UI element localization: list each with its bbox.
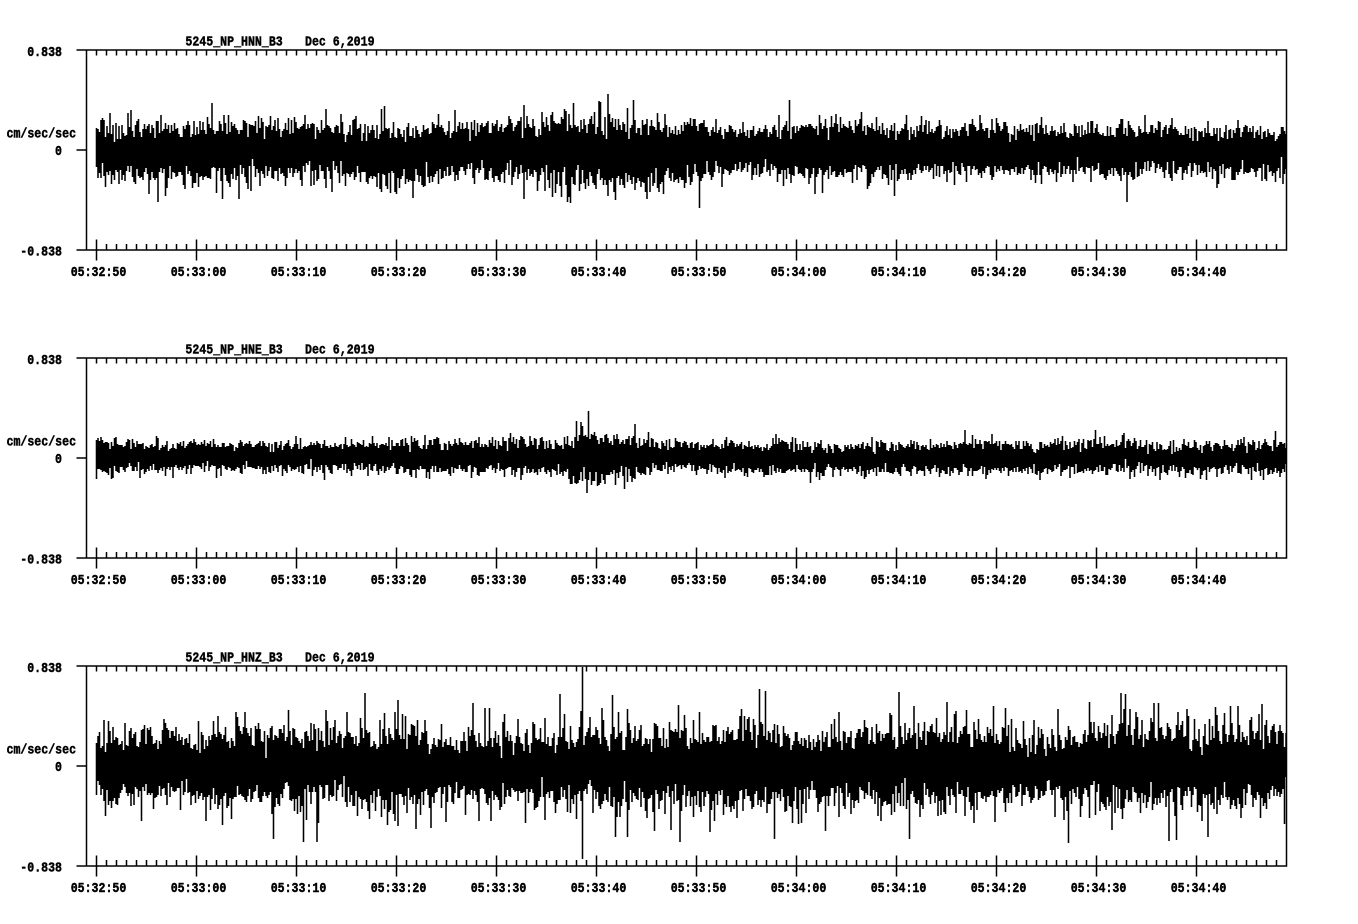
svg-text:0: 0 [55, 451, 62, 467]
svg-text:05:33:00: 05:33:00 [171, 572, 227, 588]
svg-text:0.838: 0.838 [27, 660, 62, 676]
svg-text:0.838: 0.838 [27, 352, 62, 368]
svg-text:05:34:40: 05:34:40 [1171, 880, 1227, 896]
svg-text:05:33:10: 05:33:10 [271, 880, 327, 896]
svg-text:-0.838: -0.838 [20, 859, 62, 875]
svg-text:05:33:50: 05:33:50 [671, 264, 727, 280]
svg-text:05:34:00: 05:34:00 [771, 264, 827, 280]
svg-text:cm/sec/sec: cm/sec/sec [7, 741, 77, 757]
svg-text:05:34:00: 05:34:00 [771, 572, 827, 588]
svg-text:5245_NP_HNN_B3: 5245_NP_HNN_B3 [185, 33, 283, 49]
svg-text:05:34:30: 05:34:30 [1071, 880, 1127, 896]
svg-text:cm/sec/sec: cm/sec/sec [7, 125, 77, 141]
svg-text:0: 0 [55, 759, 62, 775]
svg-text:05:34:30: 05:34:30 [1071, 264, 1127, 280]
svg-text:05:34:30: 05:34:30 [1071, 572, 1127, 588]
svg-text:0.838: 0.838 [27, 44, 62, 60]
svg-text:5245_NP_HNZ_B3: 5245_NP_HNZ_B3 [185, 649, 283, 665]
svg-text:-0.838: -0.838 [20, 551, 62, 567]
svg-text:05:33:30: 05:33:30 [471, 572, 527, 588]
svg-text:Dec 6,2019: Dec 6,2019 [305, 341, 375, 357]
svg-text:05:33:40: 05:33:40 [571, 572, 627, 588]
svg-text:05:33:00: 05:33:00 [171, 264, 227, 280]
svg-text:05:34:00: 05:34:00 [771, 880, 827, 896]
svg-text:05:34:20: 05:34:20 [971, 572, 1027, 588]
svg-text:05:33:20: 05:33:20 [371, 572, 427, 588]
svg-text:05:33:00: 05:33:00 [171, 880, 227, 896]
svg-text:05:33:30: 05:33:30 [471, 264, 527, 280]
svg-text:05:33:20: 05:33:20 [371, 880, 427, 896]
svg-text:05:33:50: 05:33:50 [671, 880, 727, 896]
svg-text:05:33:10: 05:33:10 [271, 264, 327, 280]
svg-text:05:33:10: 05:33:10 [271, 572, 327, 588]
svg-text:05:34:40: 05:34:40 [1171, 264, 1227, 280]
svg-text:05:34:20: 05:34:20 [971, 264, 1027, 280]
svg-text:-0.838: -0.838 [20, 243, 62, 259]
svg-text:Dec 6,2019: Dec 6,2019 [305, 649, 375, 665]
svg-text:Dec 6,2019: Dec 6,2019 [305, 33, 375, 49]
svg-text:05:33:50: 05:33:50 [671, 572, 727, 588]
svg-text:05:32:50: 05:32:50 [71, 572, 127, 588]
svg-text:05:32:50: 05:32:50 [71, 880, 127, 896]
svg-text:05:34:40: 05:34:40 [1171, 572, 1227, 588]
svg-text:05:34:20: 05:34:20 [971, 880, 1027, 896]
svg-text:cm/sec/sec: cm/sec/sec [7, 433, 77, 449]
svg-text:0: 0 [55, 143, 62, 159]
svg-text:05:34:10: 05:34:10 [871, 572, 927, 588]
svg-text:05:34:10: 05:34:10 [871, 880, 927, 896]
svg-text:05:33:30: 05:33:30 [471, 880, 527, 896]
svg-text:5245_NP_HNE_B3: 5245_NP_HNE_B3 [185, 341, 283, 357]
svg-text:05:32:50: 05:32:50 [71, 264, 127, 280]
svg-text:05:33:40: 05:33:40 [571, 264, 627, 280]
svg-text:05:33:40: 05:33:40 [571, 880, 627, 896]
svg-text:05:34:10: 05:34:10 [871, 264, 927, 280]
svg-text:05:33:20: 05:33:20 [371, 264, 427, 280]
